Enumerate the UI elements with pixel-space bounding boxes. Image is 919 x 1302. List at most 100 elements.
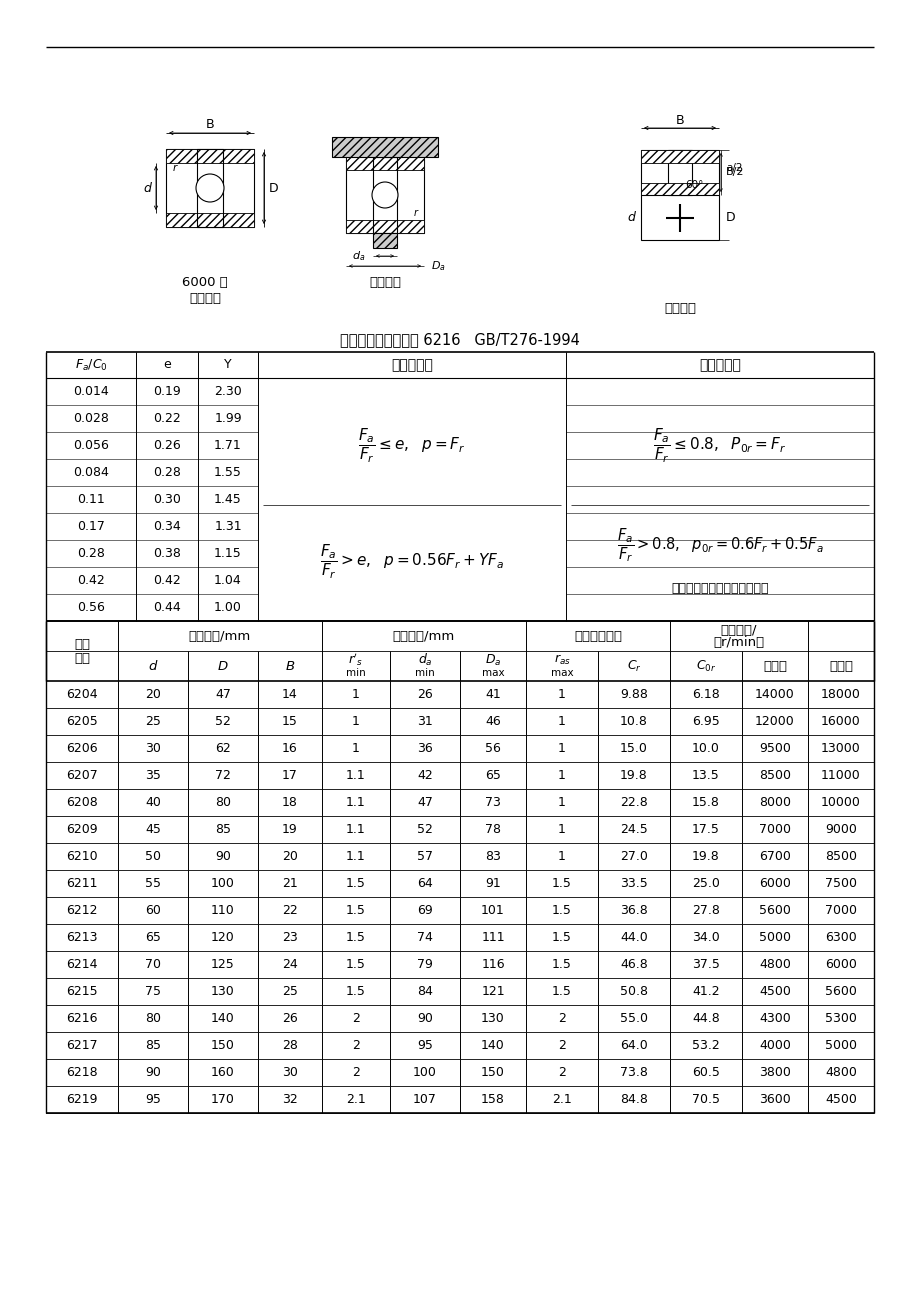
- Text: 100: 100: [413, 1066, 437, 1079]
- Text: 14000: 14000: [754, 687, 794, 700]
- Text: 32: 32: [282, 1092, 298, 1105]
- Text: 0.014: 0.014: [73, 385, 108, 398]
- Text: 1: 1: [558, 769, 565, 783]
- Text: 90: 90: [416, 1012, 433, 1025]
- Text: 1.04: 1.04: [214, 574, 242, 587]
- Bar: [197, 148, 222, 227]
- Text: 1.5: 1.5: [346, 958, 366, 971]
- Text: 6.18: 6.18: [691, 687, 719, 700]
- Text: 31: 31: [416, 715, 433, 728]
- Text: d: d: [627, 211, 634, 224]
- Text: 80: 80: [215, 796, 231, 809]
- Bar: [165, 214, 254, 227]
- Text: 52: 52: [416, 823, 433, 836]
- Text: 2: 2: [352, 1066, 359, 1079]
- Text: 30: 30: [145, 742, 161, 755]
- Text: 1.55: 1.55: [214, 466, 242, 479]
- Text: 85: 85: [145, 1039, 161, 1052]
- Text: 52: 52: [215, 715, 231, 728]
- Text: 80: 80: [145, 1012, 161, 1025]
- Text: $d_a$: $d_a$: [352, 249, 365, 263]
- Text: 基本尺寸/mm: 基本尺寸/mm: [188, 629, 251, 642]
- Bar: [165, 148, 254, 227]
- Circle shape: [196, 174, 223, 202]
- Text: 62: 62: [215, 742, 231, 755]
- Text: 25: 25: [282, 986, 298, 999]
- Text: 0.22: 0.22: [153, 411, 181, 424]
- Text: 6217: 6217: [66, 1039, 97, 1052]
- Text: 42: 42: [416, 769, 433, 783]
- Text: d: d: [143, 181, 151, 194]
- Text: 27.0: 27.0: [619, 850, 647, 863]
- Text: 36: 36: [416, 742, 433, 755]
- Text: 110: 110: [210, 904, 234, 917]
- Text: 2.1: 2.1: [551, 1092, 572, 1105]
- Text: 0.56: 0.56: [77, 602, 105, 615]
- Text: 14: 14: [282, 687, 298, 700]
- Text: 65: 65: [484, 769, 500, 783]
- Text: 25: 25: [145, 715, 161, 728]
- Text: 84: 84: [416, 986, 433, 999]
- Text: 4800: 4800: [758, 958, 790, 971]
- Text: 60°: 60°: [684, 180, 702, 190]
- Text: 30: 30: [282, 1066, 298, 1079]
- Text: $r$: $r$: [413, 207, 419, 219]
- Text: 90: 90: [215, 850, 231, 863]
- Text: $\dfrac{F_a}{F_r} > 0.8,\ \ p_{0r} = 0.6F_r + 0.5F_a$: $\dfrac{F_a}{F_r} > 0.8,\ \ p_{0r} = 0.6…: [616, 526, 823, 564]
- Text: 53.2: 53.2: [691, 1039, 719, 1052]
- Text: 111: 111: [481, 931, 505, 944]
- Text: 1: 1: [352, 687, 359, 700]
- Text: 56: 56: [484, 742, 500, 755]
- Text: 13000: 13000: [821, 742, 860, 755]
- Text: 6218: 6218: [66, 1066, 97, 1079]
- Text: 46: 46: [484, 715, 500, 728]
- Text: $d_a$: $d_a$: [417, 652, 432, 668]
- Text: 6205: 6205: [66, 715, 97, 728]
- Text: 69: 69: [416, 904, 433, 917]
- Text: 83: 83: [484, 850, 500, 863]
- Text: 1.31: 1.31: [214, 519, 242, 533]
- Text: $F_a/C_0$: $F_a/C_0$: [74, 358, 108, 372]
- Text: 0.19: 0.19: [153, 385, 181, 398]
- Text: 16000: 16000: [821, 715, 860, 728]
- Text: 0.28: 0.28: [77, 547, 105, 560]
- Text: 78: 78: [484, 823, 501, 836]
- Text: 70.5: 70.5: [691, 1092, 720, 1105]
- Text: $r'_s$: $r'_s$: [348, 652, 363, 668]
- Text: 74: 74: [416, 931, 433, 944]
- Text: 47: 47: [416, 796, 433, 809]
- Text: 1.1: 1.1: [346, 850, 366, 863]
- Text: 73.8: 73.8: [619, 1066, 647, 1079]
- Text: 18: 18: [282, 796, 298, 809]
- Text: 130: 130: [481, 1012, 505, 1025]
- Text: 当量动负荷: 当量动负荷: [391, 358, 433, 372]
- Text: 60: 60: [145, 904, 161, 917]
- Text: 4300: 4300: [758, 1012, 790, 1025]
- Text: 140: 140: [210, 1012, 234, 1025]
- Text: 75: 75: [145, 986, 161, 999]
- Text: 1.99: 1.99: [214, 411, 242, 424]
- Text: 6206: 6206: [66, 742, 97, 755]
- Text: 24.5: 24.5: [619, 823, 647, 836]
- Text: 140: 140: [481, 1039, 505, 1052]
- Text: 73: 73: [484, 796, 500, 809]
- Text: 1.5: 1.5: [551, 958, 572, 971]
- Text: 6211: 6211: [66, 878, 97, 891]
- Text: 1: 1: [352, 715, 359, 728]
- Text: 10.0: 10.0: [691, 742, 720, 755]
- Text: 6000 型: 6000 型: [182, 276, 228, 289]
- Text: 26: 26: [416, 687, 433, 700]
- Text: 基本额定负荷: 基本额定负荷: [573, 629, 621, 642]
- Bar: [641, 150, 719, 240]
- Text: 12000: 12000: [754, 715, 794, 728]
- Text: 8000: 8000: [758, 796, 790, 809]
- Text: 1.5: 1.5: [551, 986, 572, 999]
- Text: 1.45: 1.45: [214, 493, 242, 506]
- Text: 6207: 6207: [66, 769, 97, 783]
- Text: 当量静负荷: 当量静负荷: [698, 358, 740, 372]
- Text: 116: 116: [481, 958, 505, 971]
- Text: 3800: 3800: [758, 1066, 790, 1079]
- Text: 37.5: 37.5: [691, 958, 720, 971]
- Text: 6209: 6209: [66, 823, 97, 836]
- Text: 16: 16: [282, 742, 298, 755]
